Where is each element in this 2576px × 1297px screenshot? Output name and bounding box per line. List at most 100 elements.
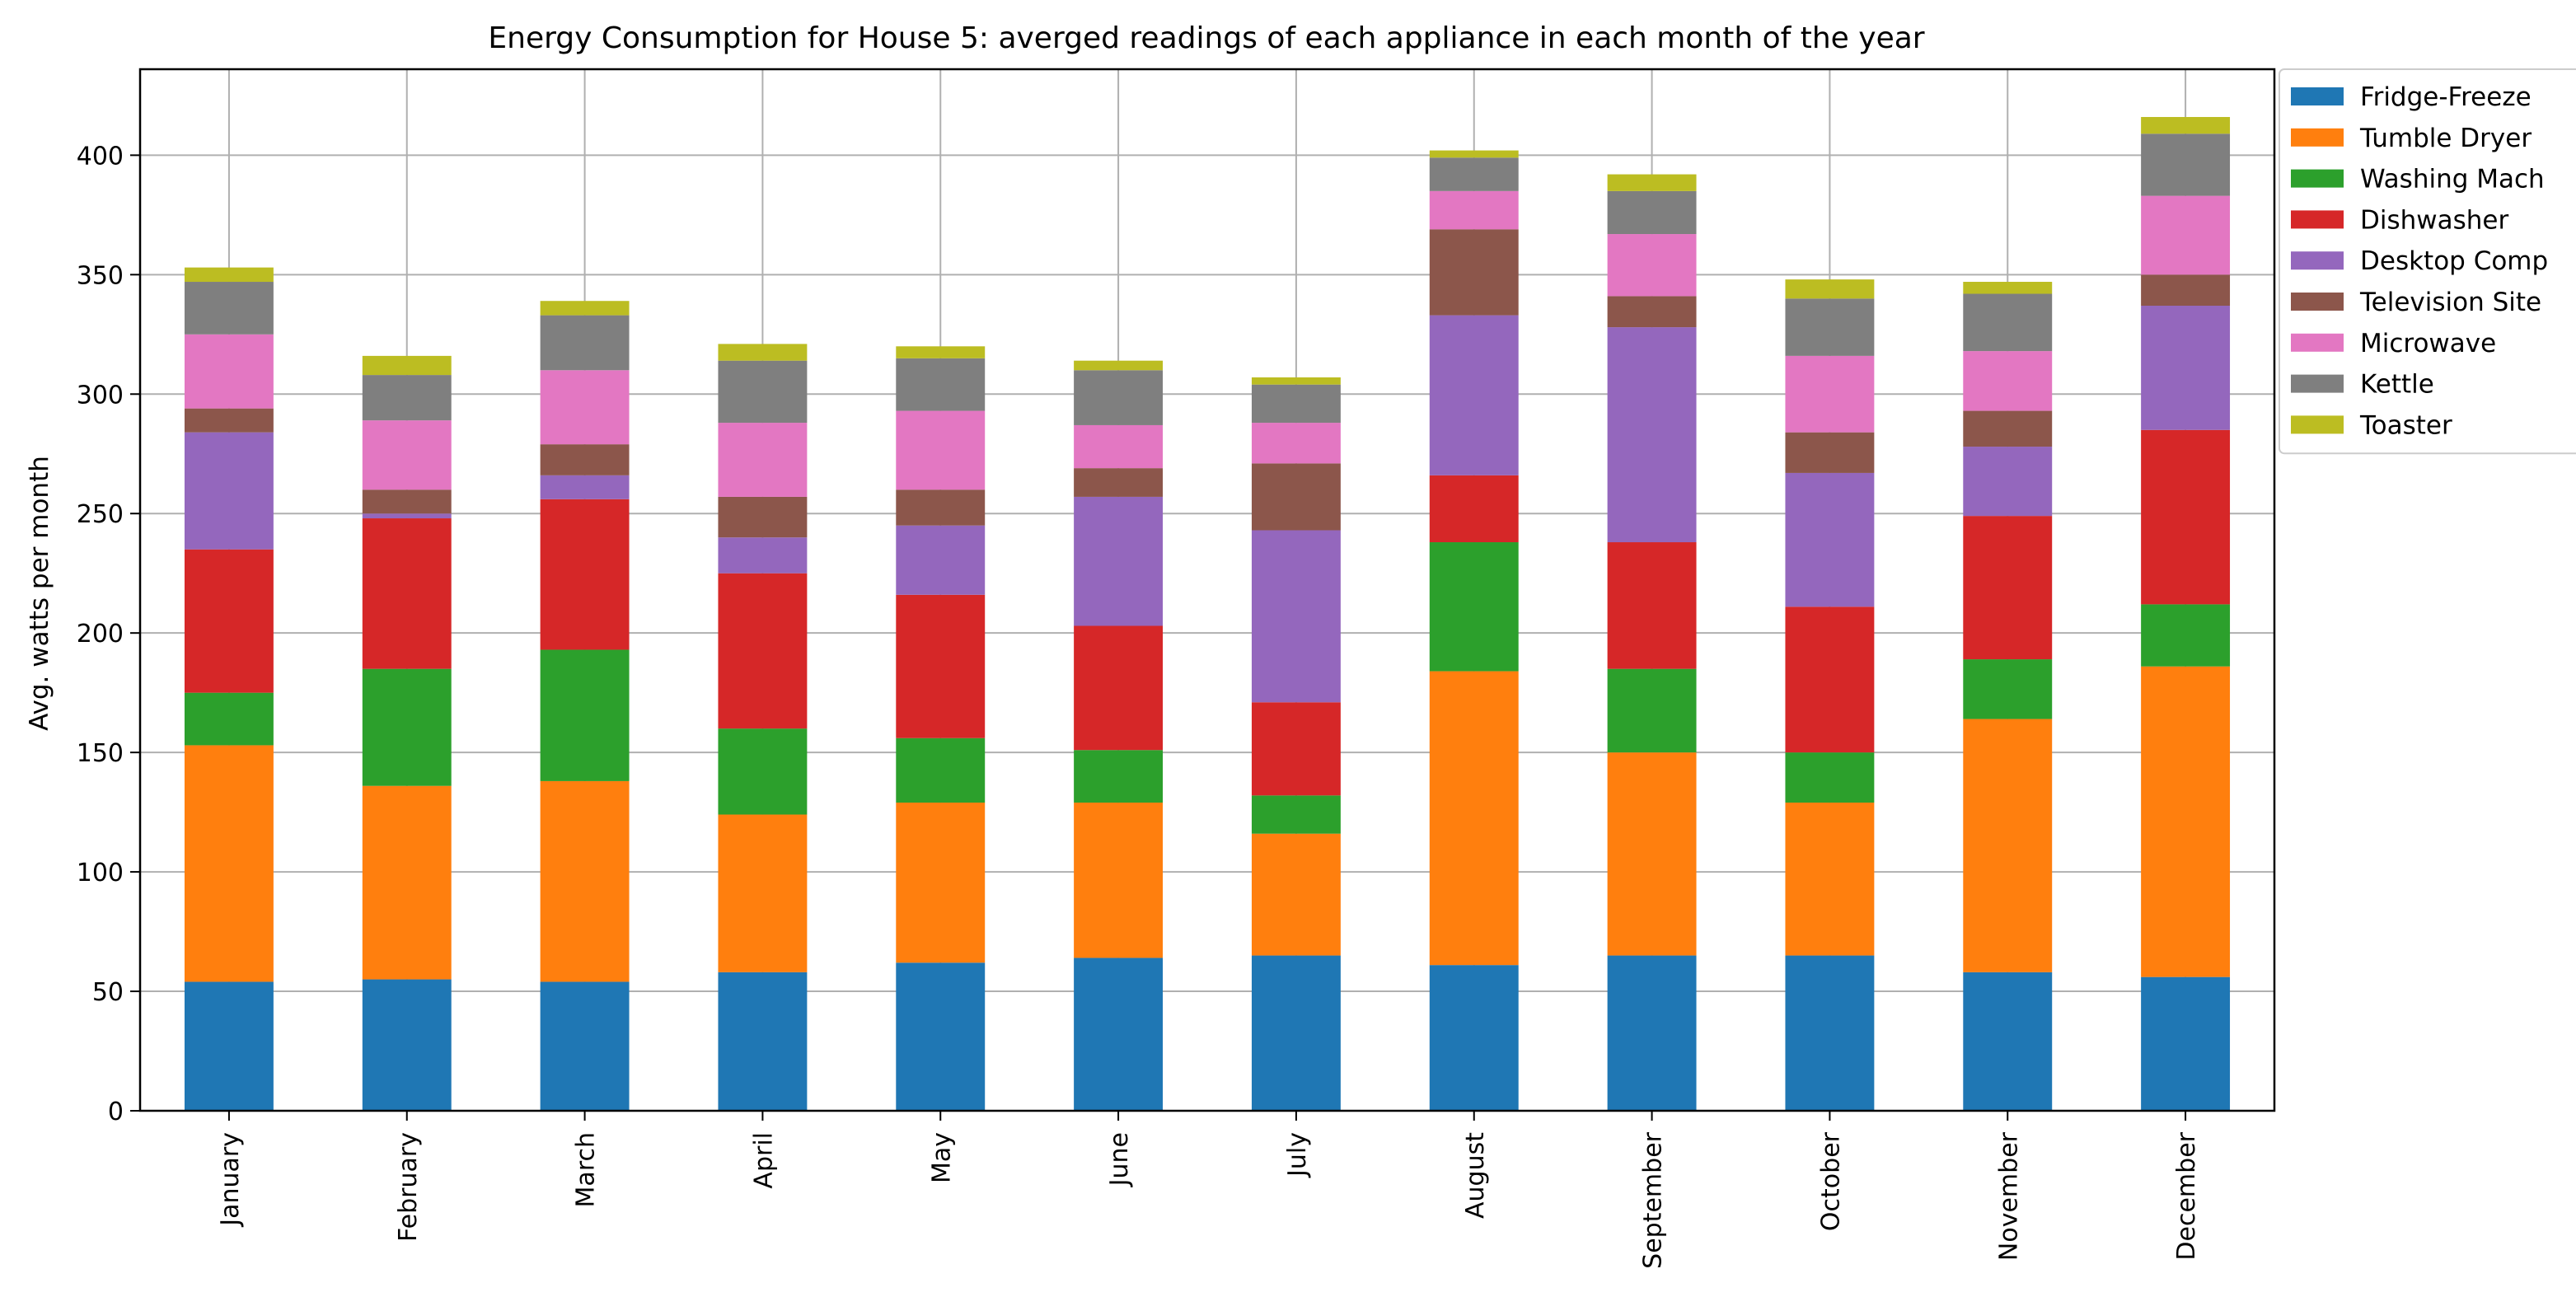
bar-segment-10-1 xyxy=(1785,955,1875,1111)
legend-swatch xyxy=(2291,87,2344,105)
bar-segment-1-3 xyxy=(184,692,274,746)
bar-segment-10-9 xyxy=(1785,279,1875,299)
bar-segment-1-5 xyxy=(184,432,274,550)
bar-segment-2-7 xyxy=(362,420,452,490)
bar-segment-7-8 xyxy=(1251,384,1341,424)
bar-segment-4-9 xyxy=(718,344,808,361)
bar-segment-12-1 xyxy=(2141,976,2231,1111)
bar-segment-3-6 xyxy=(540,444,630,475)
y-tick-label: 250 xyxy=(77,500,124,529)
bar-segment-4-1 xyxy=(718,972,808,1111)
y-tick-label: 350 xyxy=(77,261,124,290)
legend-swatch xyxy=(2291,415,2344,434)
bar-segment-2-2 xyxy=(362,785,452,980)
bar-segment-4-8 xyxy=(718,360,808,424)
bar-segment-3-8 xyxy=(540,315,630,371)
bar-segment-9-2 xyxy=(1607,752,1697,956)
bar-segment-10-4 xyxy=(1785,606,1875,753)
bar-segment-1-7 xyxy=(184,334,274,409)
bar-segment-1-9 xyxy=(184,267,274,283)
bar-segment-12-7 xyxy=(2141,195,2231,275)
bar-segment-6-2 xyxy=(1074,803,1164,958)
bar-segment-7-5 xyxy=(1251,530,1341,703)
bar-segment-7-3 xyxy=(1251,795,1341,834)
bar-segment-5-9 xyxy=(896,346,986,358)
bar-segment-8-5 xyxy=(1429,315,1519,475)
legend-label: Kettle xyxy=(2360,370,2434,400)
bar-segment-11-7 xyxy=(1963,351,2053,411)
bar-segment-2-5 xyxy=(362,513,452,519)
bar-segment-12-2 xyxy=(2141,666,2231,977)
bar-segment-3-9 xyxy=(540,301,630,316)
x-tick-label: December xyxy=(2172,1131,2201,1260)
y-tick-label: 0 xyxy=(108,1098,124,1126)
bar-segment-3-1 xyxy=(540,981,630,1111)
bar-segment-1-4 xyxy=(184,549,274,693)
bar-segment-1-8 xyxy=(184,282,274,335)
legend: Fridge-Freeze Tumble Dryer Washing Mach Dis… xyxy=(2279,68,2576,455)
bar-segment-9-6 xyxy=(1607,296,1697,328)
bar-segment-6-6 xyxy=(1074,468,1164,497)
y-axis-label: Avg. watts per month xyxy=(25,456,54,731)
bar-segment-8-4 xyxy=(1429,475,1519,543)
bar-segment-10-6 xyxy=(1785,432,1875,473)
bar-segment-2-8 xyxy=(362,375,452,421)
bar-segment-7-7 xyxy=(1251,423,1341,464)
grid-layer xyxy=(140,69,2274,1112)
bar-segment-7-9 xyxy=(1251,377,1341,385)
bar-segment-6-9 xyxy=(1074,360,1164,371)
bar-segment-5-1 xyxy=(896,962,986,1111)
bar-segment-9-3 xyxy=(1607,668,1697,753)
bar-segment-3-5 xyxy=(540,475,630,499)
bar-segment-6-5 xyxy=(1074,496,1164,626)
bar-segment-9-7 xyxy=(1607,234,1697,297)
x-tick-label: November xyxy=(1994,1131,2023,1261)
bar-segment-6-4 xyxy=(1074,625,1164,751)
bar-segment-8-3 xyxy=(1429,542,1519,672)
y-tick-label: 50 xyxy=(92,978,124,1007)
bar-segment-8-7 xyxy=(1429,190,1519,230)
bar-segment-11-2 xyxy=(1963,719,2053,972)
bar-segment-10-3 xyxy=(1785,752,1875,803)
legend-label: Dishwasher xyxy=(2360,205,2509,235)
x-tick-label: February xyxy=(394,1132,423,1242)
legend-swatch xyxy=(2291,374,2344,393)
bar-segment-9-8 xyxy=(1607,190,1697,235)
bar-segment-8-1 xyxy=(1429,965,1519,1111)
legend-label: Toaster xyxy=(2359,410,2452,440)
legend-label: Washing Mach xyxy=(2360,165,2545,194)
bar-segment-1-1 xyxy=(184,981,274,1111)
bar-segment-8-2 xyxy=(1429,671,1519,966)
y-tick-label: 150 xyxy=(77,739,124,768)
bar-segment-6-3 xyxy=(1074,750,1164,803)
x-tick-label: August xyxy=(1461,1132,1490,1219)
legend-swatch xyxy=(2291,251,2344,270)
y-tick-label: 200 xyxy=(77,620,124,648)
bar-segment-9-9 xyxy=(1607,174,1697,191)
bar-segment-4-6 xyxy=(718,496,808,538)
legend-label: Tumble Dryer xyxy=(2359,124,2532,153)
bar-segment-3-2 xyxy=(540,780,630,982)
bar-segment-4-4 xyxy=(718,573,808,729)
bars-layer xyxy=(184,116,2231,1111)
bar-segment-7-2 xyxy=(1251,833,1341,956)
bar-segment-10-2 xyxy=(1785,803,1875,956)
bar-segment-9-1 xyxy=(1607,955,1697,1111)
axis-layer: 0 50 100 150 200 250 300 350 400 January February M… xyxy=(77,142,2201,1268)
bar-segment-7-1 xyxy=(1251,955,1341,1111)
bar-segment-2-4 xyxy=(362,518,452,669)
legend-swatch xyxy=(2291,128,2344,147)
bar-segment-6-7 xyxy=(1074,424,1164,469)
bar-segment-12-6 xyxy=(2141,274,2231,307)
legend-label: Fridge-Freeze xyxy=(2360,82,2532,112)
bar-segment-9-4 xyxy=(1607,542,1697,669)
bar-segment-11-4 xyxy=(1963,516,2053,660)
legend-label: Desktop Comp xyxy=(2360,246,2548,276)
x-tick-label: January xyxy=(216,1132,245,1228)
x-tick-label: May xyxy=(927,1132,956,1183)
y-tick-label: 400 xyxy=(77,142,124,171)
bar-segment-4-3 xyxy=(718,728,808,815)
bar-segment-4-7 xyxy=(718,423,808,497)
y-tick-label: 300 xyxy=(77,381,124,410)
bar-segment-3-3 xyxy=(540,649,630,781)
